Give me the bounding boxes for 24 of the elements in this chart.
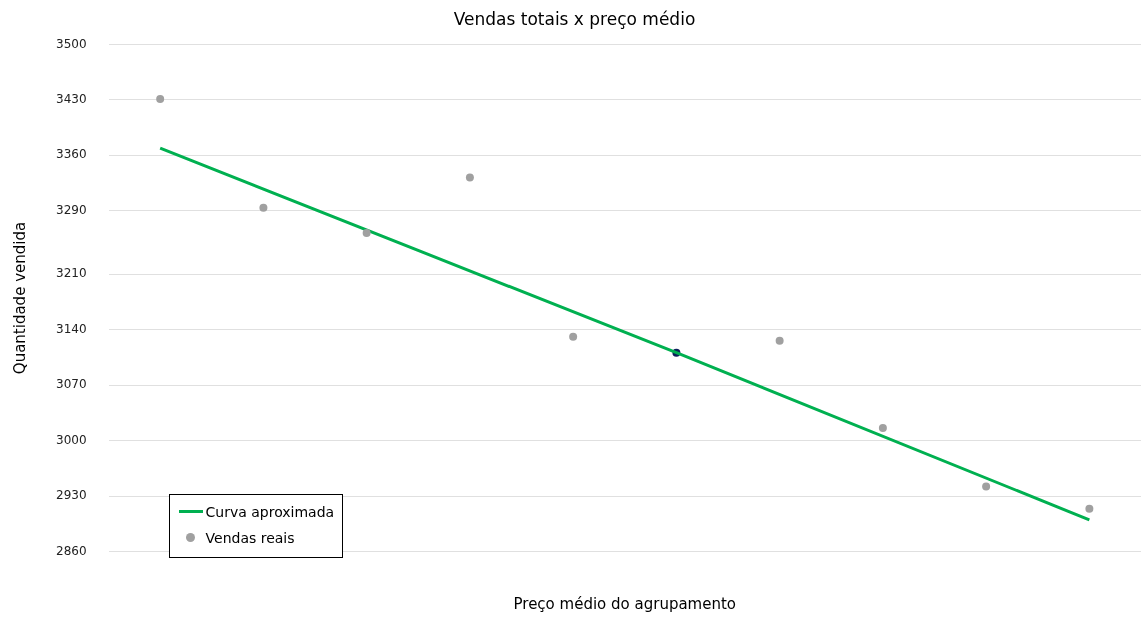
point (465, 173, 474, 182)
point (982, 482, 991, 491)
y-tick-label: 3290 (55, 202, 87, 217)
point (775, 336, 784, 345)
y-tick-label: 3210 (55, 266, 87, 281)
y-tick-label: 3360 (55, 147, 87, 162)
point (156, 95, 165, 104)
point (569, 332, 578, 341)
y-tick-label: 3430 (55, 92, 87, 106)
legend-label: Vendas reais (205, 529, 295, 546)
y-tick-label: 2930 (55, 488, 87, 503)
point (259, 203, 268, 212)
point (362, 229, 371, 238)
x-axis-title: Preço médio do agrupamento (513, 594, 737, 613)
point (1085, 504, 1094, 513)
y-tick-label: 3500 (55, 36, 87, 51)
y-tick-label: 3070 (55, 377, 87, 392)
y-axis-title: Quantidade vendida (10, 221, 29, 375)
legend-label: Curva aproximada (205, 503, 335, 520)
point (878, 423, 887, 432)
y-tick-label: 3000 (55, 432, 87, 447)
chart-title: Vendas totais x preço médio (453, 8, 696, 29)
y-tick-label: 2860 (55, 543, 87, 558)
y-tick-label: 3140 (55, 321, 87, 336)
